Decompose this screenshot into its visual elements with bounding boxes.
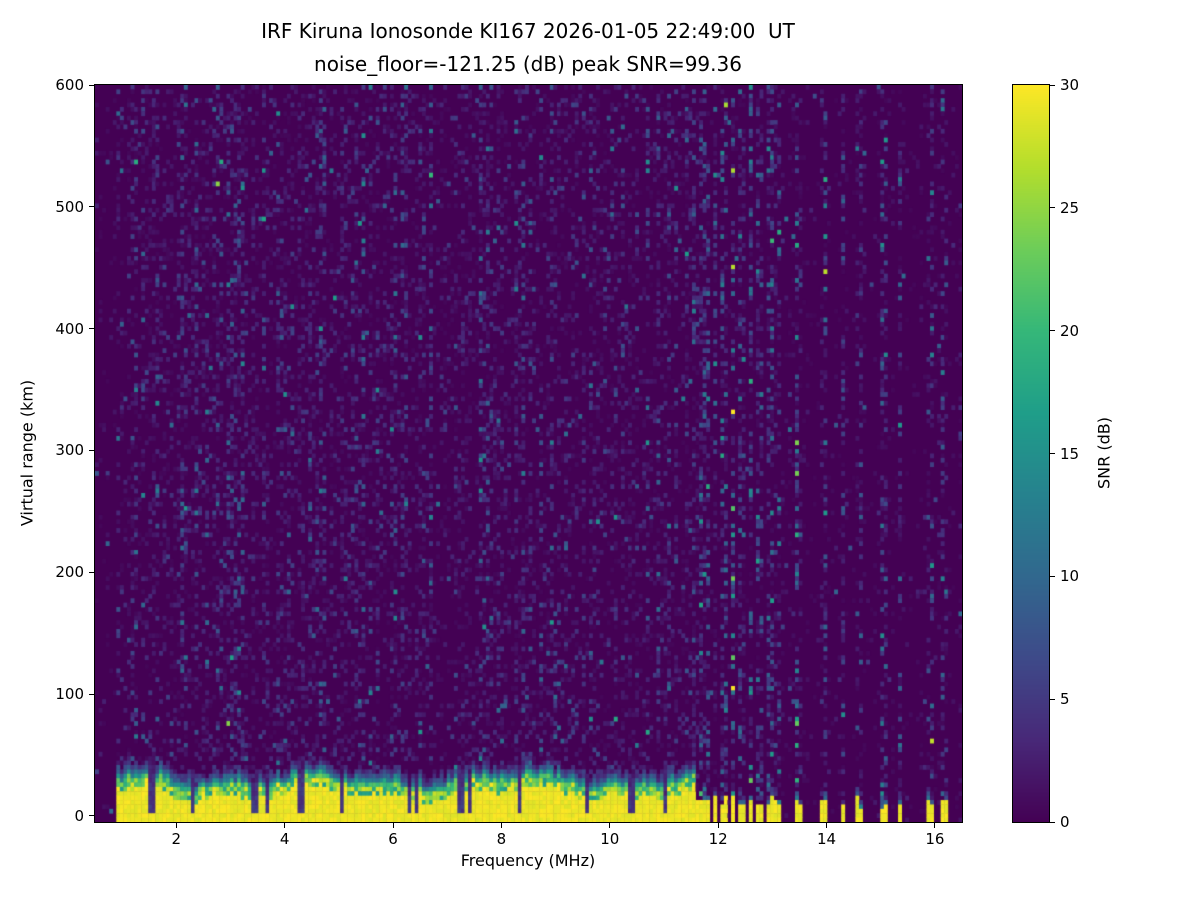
y-tick-label: 100 xyxy=(55,684,84,703)
colorbar-tick xyxy=(1050,698,1055,700)
chart-title: IRF Kiruna Ionosonde KI167 2026-01-05 22… xyxy=(261,19,795,43)
colorbar-tick-label: 5 xyxy=(1060,689,1070,708)
x-tick-label: 14 xyxy=(816,830,837,848)
colorbar-tick xyxy=(1050,84,1055,86)
x-tick-label: 4 xyxy=(279,830,290,848)
x-axis-label: Frequency (MHz) xyxy=(460,851,596,870)
x-tick-label: 8 xyxy=(496,830,507,848)
heatmap-canvas xyxy=(95,85,962,822)
x-tick xyxy=(500,823,502,828)
colorbar-tick xyxy=(1050,207,1055,209)
colorbar-tick-label: 30 xyxy=(1060,75,1080,94)
x-tick xyxy=(175,823,177,828)
x-tick xyxy=(934,823,936,828)
y-tick xyxy=(89,328,94,330)
colorbar-tick xyxy=(1050,575,1055,577)
y-tick-label: 200 xyxy=(55,563,84,582)
y-tick xyxy=(89,449,94,451)
x-tick-label: 2 xyxy=(171,830,182,848)
x-tick xyxy=(609,823,611,828)
plot-area xyxy=(94,84,963,823)
colorbar-canvas xyxy=(1013,85,1049,822)
x-tick xyxy=(392,823,394,828)
x-tick-label: 6 xyxy=(388,830,398,848)
colorbar xyxy=(1012,84,1050,823)
colorbar-tick xyxy=(1050,330,1055,332)
y-tick xyxy=(89,84,94,86)
y-tick-label: 0 xyxy=(74,806,84,825)
x-tick-label: 16 xyxy=(925,830,945,848)
y-tick xyxy=(89,693,94,695)
y-axis-label: Virtual range (km) xyxy=(17,379,37,527)
colorbar-tick xyxy=(1050,453,1055,454)
y-tick-label: 600 xyxy=(55,75,84,94)
y-tick xyxy=(89,571,94,573)
colorbar-label: SNR (dB) xyxy=(1094,417,1114,489)
colorbar-tick-label: 0 xyxy=(1060,812,1070,831)
y-tick-label: 300 xyxy=(55,441,84,460)
y-tick-label: 500 xyxy=(55,197,84,216)
y-tick-label: 400 xyxy=(55,319,84,338)
colorbar-tick-label: 10 xyxy=(1060,567,1080,586)
colorbar-tick-label: 15 xyxy=(1060,444,1080,463)
x-tick xyxy=(284,823,286,828)
chart-subtitle: noise_floor=-121.25 (dB) peak SNR=99.36 xyxy=(314,52,742,76)
x-tick xyxy=(717,823,719,828)
x-tick-label: 10 xyxy=(600,830,620,848)
colorbar-tick-label: 25 xyxy=(1060,198,1080,217)
y-tick xyxy=(89,815,94,817)
colorbar-tick-label: 20 xyxy=(1060,321,1080,340)
x-tick-label: 12 xyxy=(708,830,728,848)
colorbar-tick xyxy=(1050,821,1055,823)
x-tick xyxy=(826,823,828,828)
y-tick xyxy=(89,206,94,208)
